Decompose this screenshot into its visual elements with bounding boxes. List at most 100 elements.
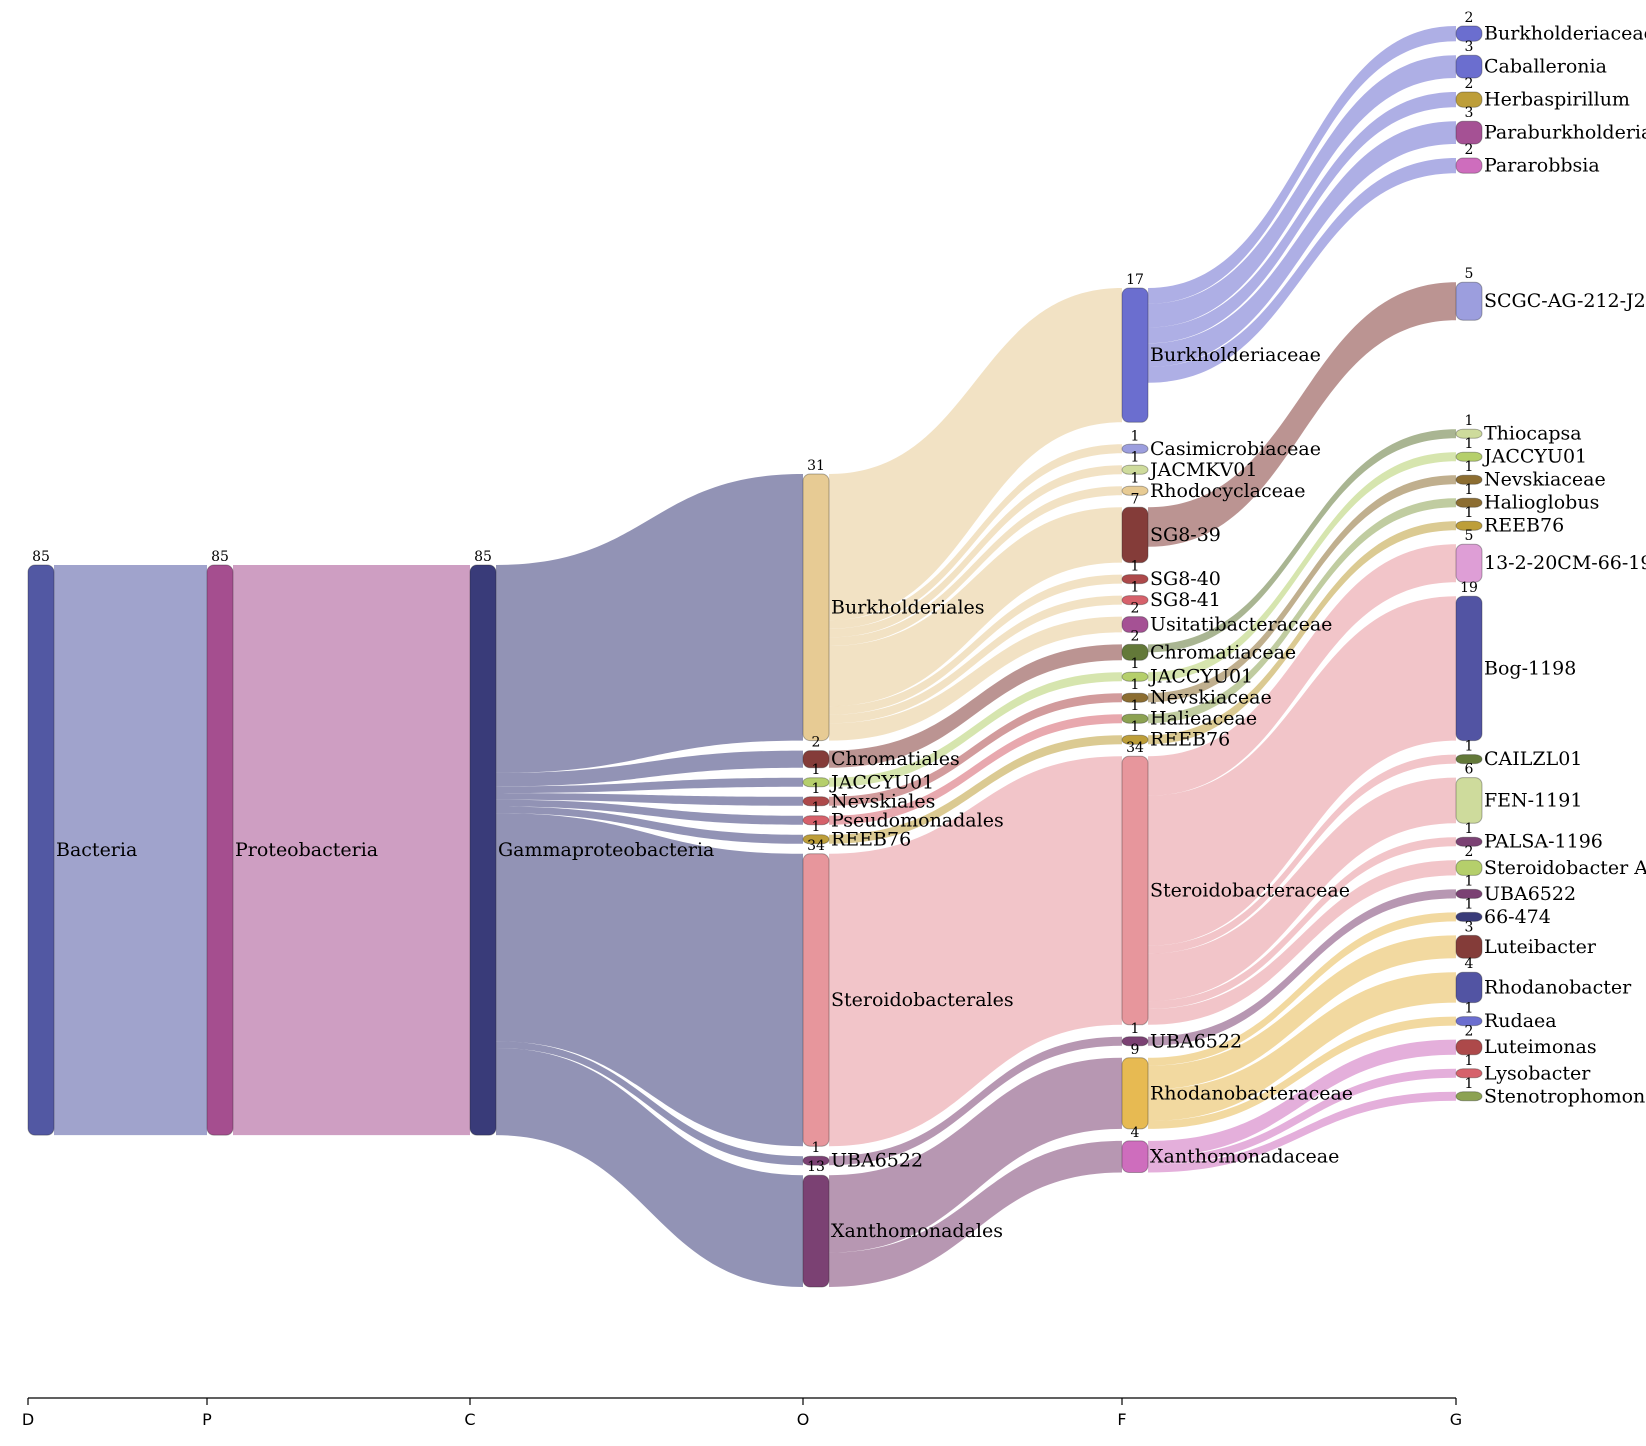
node-bar xyxy=(1455,497,1483,508)
node-label: 13-2-20CM-66-19 xyxy=(1484,552,1646,574)
node-f-uba6522[interactable]: 1 UBA6522 xyxy=(1121,1021,1242,1053)
link-f-xanthomonadaceae-to-g-luteimonas xyxy=(1148,1039,1456,1157)
node-f-rhodocyclaceae[interactable]: 1 Rhodocyclaceae xyxy=(1121,470,1305,502)
node-f-casimicrobiaceae[interactable]: 1 Casimicrobiaceae xyxy=(1121,428,1321,460)
node-f-chromatiaceae[interactable]: 2 Chromatiaceae xyxy=(1121,628,1296,663)
node-g-13-2-20cm-66-19[interactable]: 5 13-2-20CM-66-19 xyxy=(1455,528,1646,583)
link-o-nevskiales-to-f-nevskiaceae xyxy=(829,693,1122,806)
node-count: 19 xyxy=(1460,580,1478,596)
node-g-halioglobus[interactable]: 1 Halioglobus xyxy=(1455,482,1599,514)
node-g-scgc-ag-212-j23[interactable]: 5 SCGC-AG-212-J23 xyxy=(1455,266,1646,321)
node-c-gammaproteobacteria[interactable]: 85 Gammaproteobacteria xyxy=(469,549,714,1136)
node-bar xyxy=(1455,543,1483,583)
node-bar xyxy=(1121,485,1149,496)
node-p-proteobacteria[interactable]: 85 Proteobacteria xyxy=(206,549,378,1136)
node-f-halieaceae[interactable]: 1 Halieaceae xyxy=(1121,698,1257,730)
node-f-usitatibacteraceae[interactable]: 2 Usitatibacteraceae xyxy=(1121,601,1332,636)
node-o-steroidobacterales[interactable]: 34 Steroidobacterales xyxy=(802,838,1014,1147)
node-f-sg8-40[interactable]: 1 SG8-40 xyxy=(1121,559,1221,591)
node-g-luteibacter[interactable]: 3 Luteibacter xyxy=(1455,919,1597,959)
link-f-burkholderiaceae-to-g-pararobbsia xyxy=(1148,158,1456,383)
node-bar xyxy=(1121,1036,1149,1047)
node-count: 1 xyxy=(1131,559,1140,575)
axis-label-g: G xyxy=(1450,1410,1462,1429)
node-f-reeb76[interactable]: 1 REEB76 xyxy=(1121,719,1230,751)
node-bar xyxy=(1455,91,1483,108)
node-bar xyxy=(1121,1057,1149,1130)
node-f-sg8-39[interactable]: 7 SG8-39 xyxy=(1121,491,1221,564)
node-o-nevskiales[interactable]: 1 Nevskiales xyxy=(802,781,935,813)
node-g-palsa-1196[interactable]: 1 PALSA-1196 xyxy=(1455,821,1603,853)
node-bar xyxy=(1121,574,1149,585)
link-c-gammaproteobacteria-to-o-reeb76 xyxy=(496,806,803,844)
node-f-xanthomonadaceae[interactable]: 4 Xanthomonadaceae xyxy=(1121,1125,1339,1174)
node-label: Pararobbsia xyxy=(1484,155,1600,177)
node-f-steroidobacteraceae[interactable]: 34 Steroidobacteraceae xyxy=(1121,740,1350,1026)
node-g-burkholderiaceae[interactable]: 2 Burkholderiaceae xyxy=(1455,10,1646,45)
node-count: 1 xyxy=(1131,428,1140,444)
node-g-lysobacter[interactable]: 1 Lysobacter xyxy=(1455,1053,1591,1085)
node-count: 13 xyxy=(807,1159,825,1175)
node-g-reeb76[interactable]: 1 REEB76 xyxy=(1455,505,1564,537)
node-bar xyxy=(1455,54,1483,79)
node-label: Stenotrophomonas xyxy=(1484,1085,1646,1107)
link-f-steroidobacteraceae-to-g-palsa-1196 xyxy=(1148,837,1456,1009)
node-g-fen-1191[interactable]: 6 FEN-1191 xyxy=(1455,762,1582,824)
node-f-sg8-41[interactable]: 1 SG8-41 xyxy=(1121,580,1221,612)
node-f-nevskiaceae[interactable]: 1 Nevskiaceae xyxy=(1121,677,1272,709)
node-bar xyxy=(802,777,830,788)
node-g-paraburkholderia[interactable]: 3 Paraburkholderia xyxy=(1455,105,1646,145)
node-g-caballeronia[interactable]: 3 Caballeronia xyxy=(1455,39,1607,79)
link-d-bacteria-to-p-proteobacteria xyxy=(54,565,207,1136)
node-bar xyxy=(27,564,55,1136)
link-f-rhodanobacteraceae-to-g-luteibacter xyxy=(1148,935,1456,1090)
node-o-burkholderiales[interactable]: 31 Burkholderiales xyxy=(802,458,985,742)
node-o-uba6522[interactable]: 1 UBA6522 xyxy=(802,1140,923,1172)
link-o-burkholderiales-to-f-sg8-39 xyxy=(829,507,1122,707)
node-bar xyxy=(802,473,830,742)
node-g-66-474[interactable]: 1 66-474 xyxy=(1455,896,1551,928)
node-g-rhodanobacter[interactable]: 4 Rhodanobacter xyxy=(1455,956,1632,1004)
node-label: REEB76 xyxy=(1150,729,1230,751)
node-o-jaccyu01[interactable]: 1 JACCYU01 xyxy=(802,762,934,794)
link-c-gammaproteobacteria-to-o-nevskiales xyxy=(496,793,803,806)
node-g-rudaea[interactable]: 1 Rudaea xyxy=(1455,1001,1557,1033)
node-g-bog-1198[interactable]: 19 Bog-1198 xyxy=(1455,580,1576,742)
node-bar xyxy=(1121,616,1149,633)
node-g-steroidobacter-a[interactable]: 2 Steroidobacter A xyxy=(1455,844,1646,879)
node-count: 2 xyxy=(1465,844,1474,860)
node-o-reeb76[interactable]: 1 REEB76 xyxy=(802,819,911,851)
node-count: 1 xyxy=(1465,739,1474,755)
node-g-uba6522[interactable]: 1 UBA6522 xyxy=(1455,873,1576,905)
node-o-pseudomonadales[interactable]: 1 Pseudomonadales xyxy=(802,800,1004,832)
node-g-thiocapsa[interactable]: 1 Thiocapsa xyxy=(1455,413,1582,445)
node-g-nevskiaceae[interactable]: 1 Nevskiaceae xyxy=(1455,459,1606,491)
node-count: 2 xyxy=(1465,1024,1474,1040)
node-bar xyxy=(802,834,830,845)
node-count: 34 xyxy=(1126,740,1144,756)
node-count: 2 xyxy=(1131,628,1140,644)
node-d-bacteria[interactable]: 85 Bacteria xyxy=(27,549,137,1136)
node-count: 1 xyxy=(812,800,821,816)
node-bar xyxy=(802,796,830,807)
node-f-jaccyu01[interactable]: 1 JACCYU01 xyxy=(1121,656,1253,688)
node-bar xyxy=(1455,971,1483,1004)
node-f-burkholderiaceae[interactable]: 17 Burkholderiaceae xyxy=(1121,272,1321,423)
node-f-rhodanobacteraceae[interactable]: 9 Rhodanobacteraceae xyxy=(1121,1042,1353,1130)
node-o-chromatiales[interactable]: 2 Chromatiales xyxy=(802,735,960,771)
node-count: 85 xyxy=(211,549,229,565)
node-g-jaccyu01[interactable]: 1 JACCYU01 xyxy=(1455,436,1587,468)
node-g-cailzl01[interactable]: 1 CAILZL01 xyxy=(1455,739,1582,771)
node-f-jacmkv01[interactable]: 1 JACMKV01 xyxy=(1121,449,1257,481)
node-g-pararobbsia[interactable]: 2 Pararobbsia xyxy=(1455,142,1600,177)
node-label: Pseudomonadales xyxy=(831,809,1004,831)
node-g-herbaspirillum[interactable]: 2 Herbaspirillum xyxy=(1455,76,1630,111)
node-o-xanthomonadales[interactable]: 13 Xanthomonadales xyxy=(802,1159,1003,1288)
node-label: Bacteria xyxy=(56,839,137,861)
node-g-stenotrophomonas[interactable]: 1 Stenotrophomonas xyxy=(1455,1076,1646,1108)
node-label: Nevskiales xyxy=(831,790,935,812)
node-g-luteimonas[interactable]: 2 Luteimonas xyxy=(1455,1024,1597,1059)
link-o-pseudomonadales-to-f-halieaceae xyxy=(829,714,1122,825)
node-bar xyxy=(1455,428,1483,439)
node-count: 3 xyxy=(1465,919,1474,935)
